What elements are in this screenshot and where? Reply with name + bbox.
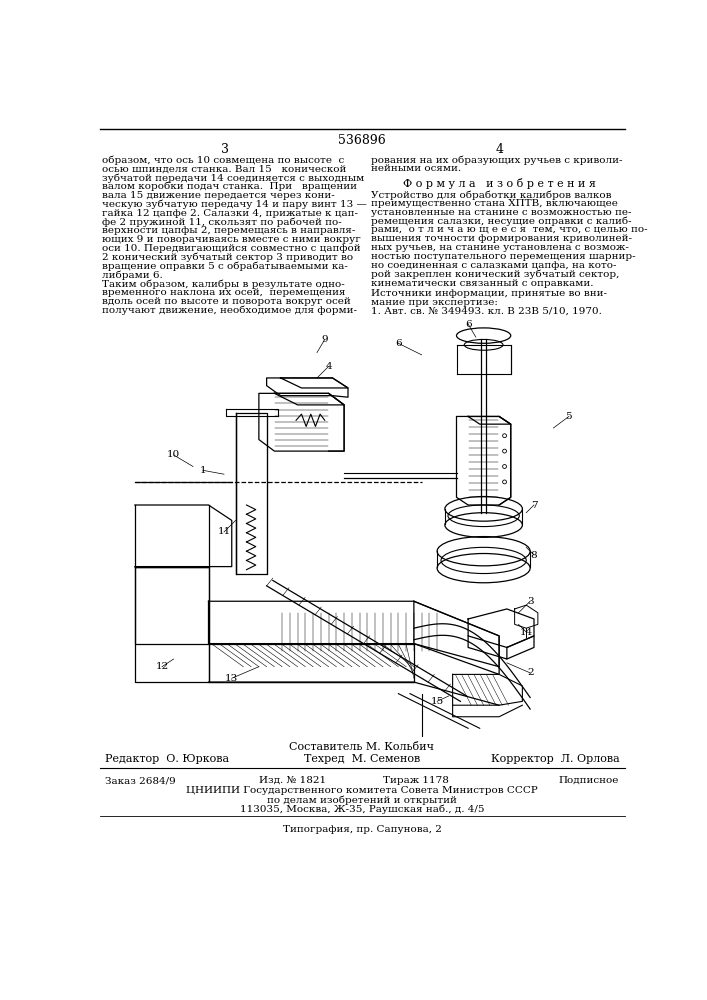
- Text: 7: 7: [531, 500, 537, 510]
- Text: 1: 1: [200, 466, 206, 475]
- Text: 3: 3: [527, 597, 534, 606]
- Text: установленные на станине с возможностью пе-: установленные на станине с возможностью …: [371, 208, 632, 217]
- Text: 6: 6: [464, 320, 472, 329]
- Text: временного наклона их осей,  перемещения: временного наклона их осей, перемещения: [103, 288, 346, 297]
- Text: вдоль осей по высоте и поворота вокруг осей: вдоль осей по высоте и поворота вокруг о…: [103, 297, 351, 306]
- Text: вышения точности формирования криволиней-: вышения точности формирования криволиней…: [371, 234, 632, 243]
- Text: получают движение, необходимое для форми-: получают движение, необходимое для форми…: [103, 306, 357, 315]
- Text: 1. Авт. св. № 349493. кл. В 23В 5/10, 1970.: 1. Авт. св. № 349493. кл. В 23В 5/10, 19…: [371, 307, 602, 316]
- Text: кинематически связанный с оправками.: кинематически связанный с оправками.: [371, 279, 594, 288]
- Text: Источники информации, принятые во вни-: Источники информации, принятые во вни-: [371, 289, 607, 298]
- Text: Изд. № 1821: Изд. № 1821: [259, 776, 326, 785]
- Text: Ф о р м у л а   и з о б р е т е н и я: Ф о р м у л а и з о б р е т е н и я: [403, 178, 595, 189]
- Text: вращение оправки 5 с обрабатываемыми ка-: вращение оправки 5 с обрабатываемыми ка-: [103, 262, 349, 271]
- Text: 11: 11: [217, 527, 230, 536]
- Text: 2: 2: [527, 668, 534, 677]
- Text: вала 15 движение передается через кони-: вала 15 движение передается через кони-: [103, 191, 335, 200]
- Text: 15: 15: [431, 697, 444, 706]
- Text: преимущественно стана ХПТВ, включающее: преимущественно стана ХПТВ, включающее: [371, 199, 618, 208]
- Text: 4: 4: [495, 143, 503, 156]
- Text: Устройство для обработки калибров валков: Устройство для обработки калибров валков: [371, 190, 612, 200]
- Text: валом коробки подач станка.  При   вращении: валом коробки подач станка. При вращении: [103, 182, 357, 191]
- Text: 6: 6: [395, 339, 402, 348]
- Text: ческую зубчатую передачу 14 и пару винт 13 —: ческую зубчатую передачу 14 и пару винт …: [103, 200, 367, 209]
- Text: ЦНИИПИ Государственного комитета Совета Министров СССР: ЦНИИПИ Государственного комитета Совета …: [186, 786, 538, 795]
- Text: Типография, пр. Сапунова, 2: Типография, пр. Сапунова, 2: [283, 825, 441, 834]
- Text: 12: 12: [156, 662, 169, 671]
- Text: Редактор  О. Юркова: Редактор О. Юркова: [105, 754, 230, 764]
- Text: 536896: 536896: [338, 134, 386, 147]
- Text: рования на их образующих ручьев с криволи-: рования на их образующих ручьев с кривол…: [371, 155, 623, 165]
- Text: образом, что ось 10 совмещена по высоте  с: образом, что ось 10 совмещена по высоте …: [103, 155, 344, 165]
- Text: 9: 9: [322, 335, 328, 344]
- Text: 2 конический зубчатый сектор 3 приводит во: 2 конический зубчатый сектор 3 приводит …: [103, 253, 354, 262]
- Text: Тираж 1178: Тираж 1178: [383, 776, 449, 785]
- Text: зубчатой передачи 14 соединяется с выходным: зубчатой передачи 14 соединяется с выход…: [103, 173, 365, 183]
- Text: ремещения салазки, несущие оправки с калиб-: ремещения салазки, несущие оправки с кал…: [371, 217, 632, 226]
- Text: Подписное: Подписное: [559, 776, 619, 785]
- Text: фе 2 пружиной 11, скользят по рабочей по-: фе 2 пружиной 11, скользят по рабочей по…: [103, 217, 342, 227]
- Text: 3: 3: [221, 143, 229, 156]
- Text: либрами 6.: либрами 6.: [103, 271, 163, 280]
- Text: Техред  М. Семенов: Техред М. Семенов: [304, 754, 420, 764]
- Text: ных ручьев, на станине установлена с возмож-: ных ручьев, на станине установлена с воз…: [371, 243, 629, 252]
- Text: рой закреплен конический зубчатый сектор,: рой закреплен конический зубчатый сектор…: [371, 270, 619, 279]
- Text: верхности цапфы 2, перемещаясь в направля-: верхности цапфы 2, перемещаясь в направл…: [103, 226, 356, 235]
- Text: 113035, Москва, Ж-35, Раушская наб., д. 4/5: 113035, Москва, Ж-35, Раушская наб., д. …: [240, 805, 484, 814]
- Text: 13: 13: [225, 674, 238, 683]
- Text: мание при экспертизе:: мание при экспертизе:: [371, 298, 498, 307]
- Text: по делам изобретений и открытий: по делам изобретений и открытий: [267, 795, 457, 805]
- Text: Корректор  Л. Орлова: Корректор Л. Орлова: [491, 754, 619, 764]
- Text: ющих 9 и поворачиваясь вместе с ними вокруг: ющих 9 и поворачиваясь вместе с ними вок…: [103, 235, 361, 244]
- Text: 14: 14: [520, 628, 533, 637]
- Text: 4: 4: [325, 362, 332, 371]
- Text: 8: 8: [531, 551, 537, 560]
- Text: но соединенная с салазками цапфа, на кото-: но соединенная с салазками цапфа, на кот…: [371, 261, 617, 270]
- Text: рами,  о т л и ч а ю щ е е с я  тем, что, с целью по-: рами, о т л и ч а ю щ е е с я тем, что, …: [371, 225, 648, 234]
- Text: Составитель М. Кольбич: Составитель М. Кольбич: [289, 742, 434, 752]
- Text: 10: 10: [167, 450, 180, 459]
- Text: ностью поступательного перемещения шарнир-: ностью поступательного перемещения шарни…: [371, 252, 636, 261]
- Text: 5: 5: [566, 412, 572, 421]
- Text: Таким образом, калибры в результате одно-: Таким образом, калибры в результате одно…: [103, 279, 345, 289]
- Text: гайка 12 цапфе 2. Салазки 4, прижатые к цап-: гайка 12 цапфе 2. Салазки 4, прижатые к …: [103, 209, 358, 218]
- Text: нейными осями.: нейными осями.: [371, 164, 462, 173]
- Text: осью шпинделя станка. Вал 15   конической: осью шпинделя станка. Вал 15 конической: [103, 164, 346, 173]
- Text: оси 10. Передвигающийся совместно с цапфой: оси 10. Передвигающийся совместно с цапф…: [103, 244, 361, 253]
- Text: Заказ 2684/9: Заказ 2684/9: [105, 776, 176, 785]
